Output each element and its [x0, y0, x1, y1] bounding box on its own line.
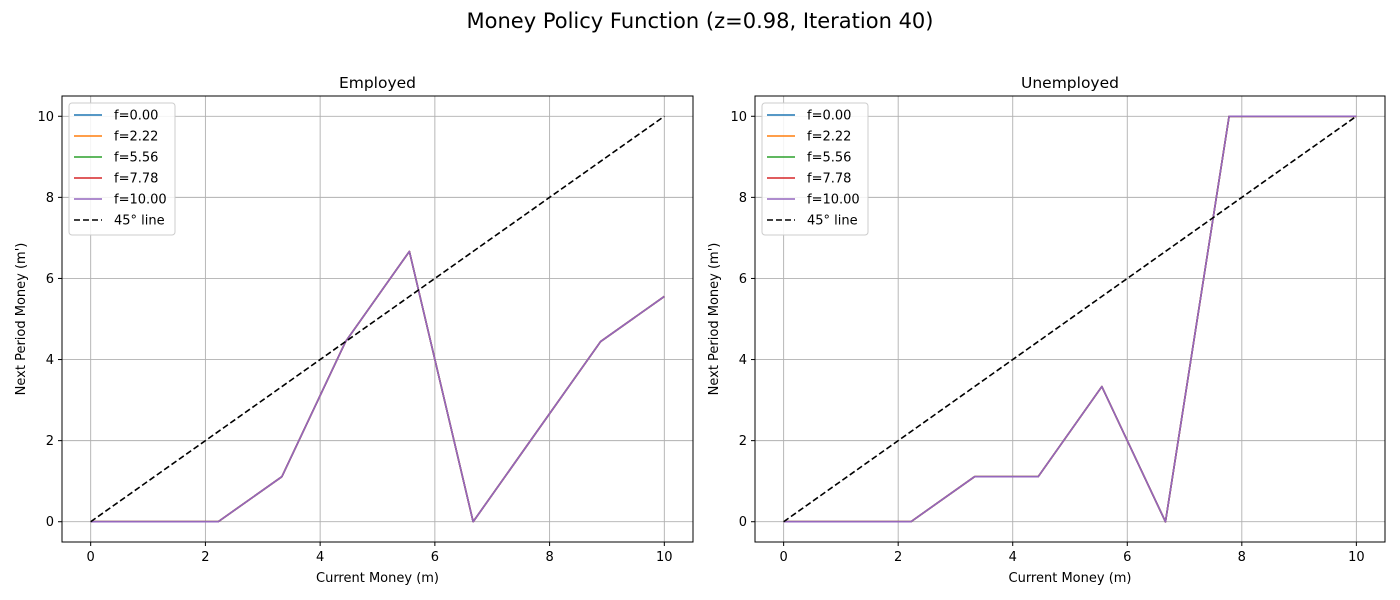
x-axis-label: Current Money (m): [1009, 571, 1132, 586]
axes-frame: [754, 95, 1386, 543]
y-tick-label: 6: [46, 272, 54, 287]
legend-label-f-0-00: f=0.00: [807, 109, 851, 124]
y-axis-label: Next Period Money (m'): [14, 243, 29, 396]
y-tick-label: 2: [46, 434, 54, 449]
legend-label-f-7-78: f=7.78: [114, 172, 158, 187]
legend-label-f-10-00: f=10.00: [114, 193, 167, 208]
x-tick-label: 6: [1123, 550, 1131, 565]
x-tick-label: 10: [1348, 550, 1365, 565]
legend-label-f-0-00: f=0.00: [114, 109, 158, 124]
y-tick-label: 2: [739, 434, 747, 449]
x-tick-label: 4: [1009, 550, 1017, 565]
y-tick-label: 10: [37, 110, 54, 125]
series-line-f-10-00: [90, 250, 665, 523]
legend-label-f-2-22: f=2.22: [807, 130, 851, 145]
series-line-f-10-00: [783, 115, 1357, 523]
axes-frame: [61, 95, 694, 543]
legend-label-f-2-22: f=2.22: [114, 130, 158, 145]
y-axis-label: Next Period Money (m'): [707, 243, 722, 396]
y-tick-label: 0: [46, 515, 54, 530]
legend-label-f-10-00: f=10.00: [807, 193, 860, 208]
y-tick-label: 0: [739, 515, 747, 530]
y-tick-label: 8: [739, 191, 747, 206]
x-tick-label: 4: [316, 550, 324, 565]
legend-label-45-line: 45° line: [807, 214, 858, 229]
x-tick-label: 2: [201, 550, 209, 565]
legend-label-f-5-56: f=5.56: [807, 151, 851, 166]
x-tick-label: 8: [545, 550, 553, 565]
x-tick-label: 6: [431, 550, 439, 565]
panel-employed: 0 2 4 6 8 10 0 2 4 6 8 10 Employed Current Money (m) N…: [14, 74, 694, 586]
x-tick-label: 0: [87, 550, 95, 565]
x-tick-label: 10: [656, 550, 673, 565]
x-tick-label: 8: [1238, 550, 1246, 565]
panel-title: Unemployed: [1021, 74, 1119, 92]
y-tick-label: 8: [46, 191, 54, 206]
x-tick-label: 2: [894, 550, 902, 565]
y-tick-label: 4: [739, 353, 747, 368]
x-tick-label: 0: [779, 550, 787, 565]
legend-label-f-5-56: f=5.56: [114, 151, 158, 166]
series-line-45-line: [90, 115, 665, 523]
legend-label-45-line: 45° line: [114, 214, 165, 229]
x-axis-label: Current Money (m): [316, 571, 439, 586]
y-tick-label: 10: [730, 110, 747, 125]
legend-label-f-7-78: f=7.78: [807, 172, 851, 187]
y-tick-label: 4: [46, 353, 54, 368]
y-tick-label: 6: [739, 272, 747, 287]
panel-unemployed: 0 2 4 6 8 10 0 2 4 6 8 10 Unemployed Current Money (m…: [707, 74, 1386, 586]
figure-title: Money Policy Function (z=0.98, Iteration…: [467, 9, 934, 33]
panel-title: Employed: [339, 74, 416, 92]
